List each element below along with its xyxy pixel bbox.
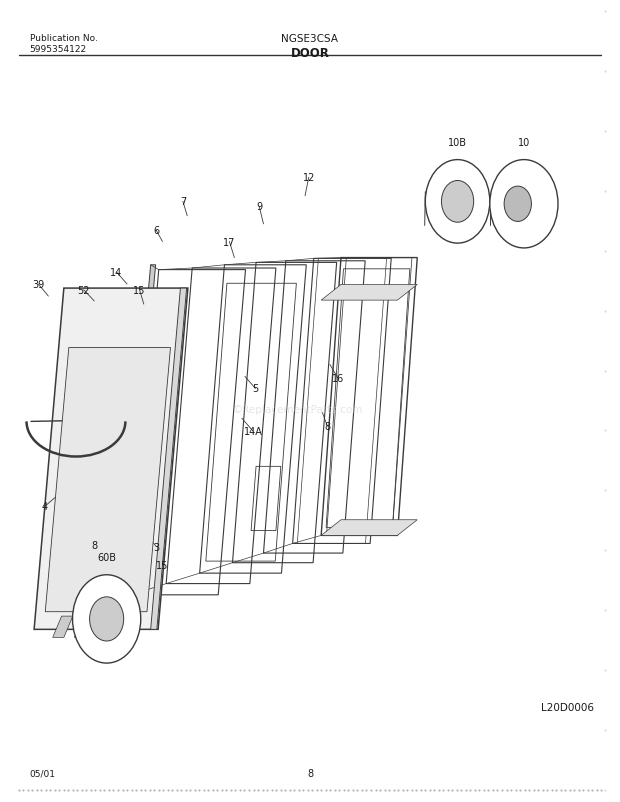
Text: 60B: 60B bbox=[97, 553, 116, 562]
Text: 4: 4 bbox=[42, 502, 48, 512]
Text: 14: 14 bbox=[110, 268, 123, 277]
Text: 14A: 14A bbox=[244, 427, 262, 436]
Text: 17: 17 bbox=[223, 237, 236, 247]
Polygon shape bbox=[321, 520, 417, 536]
Text: 8: 8 bbox=[91, 541, 97, 550]
Text: 8: 8 bbox=[307, 768, 313, 778]
Text: 12: 12 bbox=[303, 173, 315, 183]
Text: DOOR: DOOR bbox=[291, 47, 329, 59]
Polygon shape bbox=[34, 289, 188, 630]
Text: 05/01: 05/01 bbox=[30, 769, 56, 778]
Polygon shape bbox=[151, 289, 187, 630]
Text: 15: 15 bbox=[133, 286, 146, 295]
Text: 5: 5 bbox=[252, 384, 259, 394]
Polygon shape bbox=[121, 265, 156, 600]
Text: Publication No.: Publication No. bbox=[30, 34, 97, 43]
Circle shape bbox=[441, 181, 474, 223]
Text: 52: 52 bbox=[78, 286, 90, 295]
Circle shape bbox=[504, 187, 531, 222]
Text: 16: 16 bbox=[332, 374, 344, 383]
Circle shape bbox=[490, 160, 558, 249]
Text: 15: 15 bbox=[156, 561, 169, 570]
Polygon shape bbox=[74, 616, 94, 638]
Text: L20D0006: L20D0006 bbox=[541, 703, 593, 712]
Circle shape bbox=[425, 160, 490, 244]
Text: 39: 39 bbox=[32, 280, 45, 290]
Text: 3: 3 bbox=[153, 542, 159, 552]
Text: 7: 7 bbox=[180, 197, 186, 207]
Text: 10B: 10B bbox=[448, 138, 467, 148]
Text: 9: 9 bbox=[256, 202, 262, 212]
Text: ©ReplacementParts.com: ©ReplacementParts.com bbox=[232, 404, 363, 414]
Text: 6: 6 bbox=[153, 226, 159, 236]
Polygon shape bbox=[45, 348, 170, 612]
Circle shape bbox=[89, 597, 123, 642]
Polygon shape bbox=[321, 286, 417, 301]
Text: NGSE3CSA: NGSE3CSA bbox=[281, 34, 339, 43]
Circle shape bbox=[73, 575, 141, 663]
Polygon shape bbox=[99, 616, 119, 638]
Polygon shape bbox=[53, 616, 73, 638]
Text: 8: 8 bbox=[324, 422, 330, 431]
Text: 5995354122: 5995354122 bbox=[30, 45, 87, 54]
Text: 10: 10 bbox=[518, 138, 530, 148]
